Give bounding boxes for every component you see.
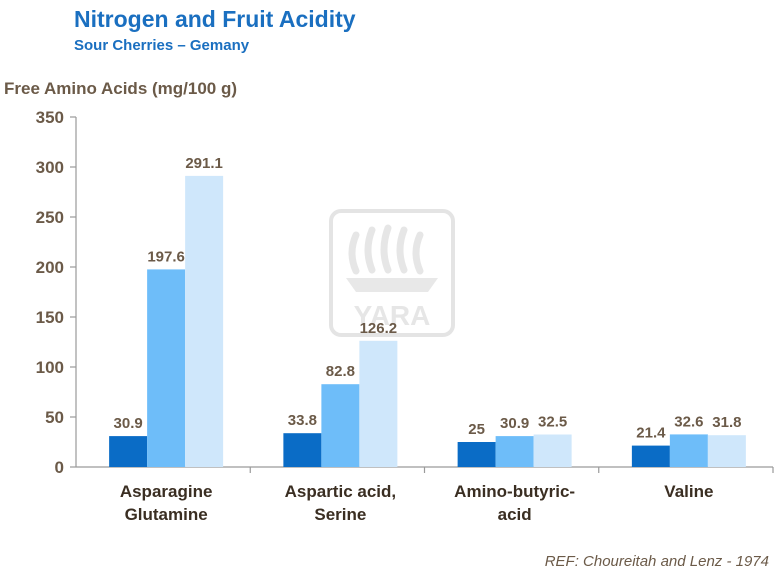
chart-subtitle: Sour Cherries – Gemany: [74, 37, 250, 54]
x-category-label: Glutamine: [125, 505, 208, 524]
bar: [359, 340, 398, 467]
x-category-label: Valine: [664, 482, 713, 501]
x-category-label: acid: [498, 505, 532, 524]
y-tick-label: 150: [36, 308, 64, 327]
x-category-label: Asparagine: [120, 482, 213, 501]
y-tick-label: 350: [36, 108, 64, 127]
bar-data-label: 33.8: [288, 412, 317, 429]
y-tick-label: 300: [36, 158, 64, 177]
bar-data-label: 82.8: [326, 363, 355, 380]
bar-data-label: 197.6: [147, 248, 185, 265]
y-tick-label: 250: [36, 208, 64, 227]
bar: [495, 436, 534, 467]
reference-note: REF: Choureitah and Lenz - 1974: [544, 553, 769, 570]
x-category-label: Amino-butyric-: [454, 482, 575, 501]
bar-data-label: 30.9: [114, 415, 143, 432]
bar-data-label: 32.5: [538, 414, 567, 431]
bar-data-label: 32.6: [674, 413, 703, 430]
bar: [707, 435, 746, 467]
chart-title: Nitrogen and Fruit Acidity: [74, 6, 356, 32]
bar-data-label: 30.9: [500, 415, 529, 432]
bar-data-label: 291.1: [185, 155, 223, 172]
watermark-text: YARA: [354, 300, 431, 331]
bar: [321, 384, 360, 467]
bar: [533, 434, 572, 467]
yara-logo-icon: YARA: [329, 209, 455, 337]
bar-data-label: 31.8: [712, 414, 741, 431]
bar: [109, 436, 148, 467]
y-tick-label: 0: [55, 458, 64, 477]
bar-data-label: 25: [468, 421, 485, 438]
x-category-label: Aspartic acid,: [285, 482, 397, 501]
x-category-label: Serine: [314, 505, 366, 524]
bar: [147, 269, 186, 467]
y-tick-label: 100: [36, 358, 64, 377]
bar: [283, 433, 322, 467]
bar: [185, 175, 224, 467]
bar-data-label: 126.2: [360, 320, 398, 337]
bar: [669, 434, 708, 467]
bar: [457, 442, 496, 467]
y-tick-label: 200: [36, 258, 64, 277]
bar-data-label: 21.4: [636, 425, 666, 442]
y-tick-label: 50: [45, 408, 64, 427]
y-axis-label: Free Amino Acids (mg/100 g): [4, 79, 238, 98]
bar: [631, 445, 670, 467]
